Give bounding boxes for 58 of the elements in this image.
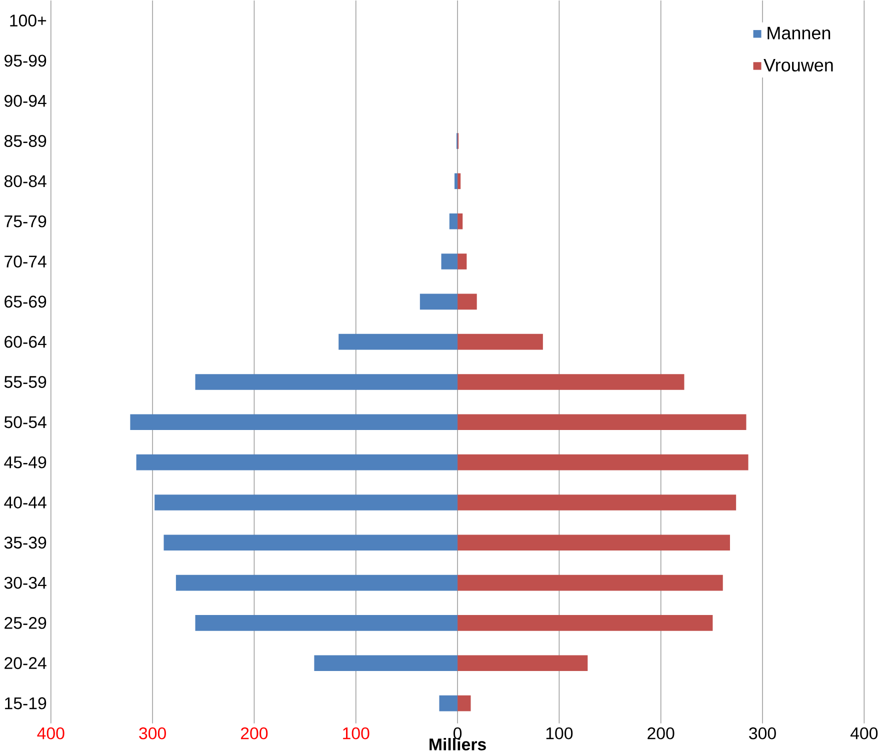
y-tick-label: 30-34 xyxy=(4,576,46,589)
bar xyxy=(195,374,458,390)
bar xyxy=(458,414,746,430)
bar xyxy=(458,173,461,190)
y-tick-label: 80-84 xyxy=(4,175,46,188)
x-tick-label: 100 xyxy=(343,727,370,740)
bar xyxy=(154,494,458,510)
x-tick-label: 200 xyxy=(240,727,268,740)
bar xyxy=(458,294,477,310)
bar xyxy=(136,454,458,470)
bar xyxy=(439,695,458,712)
y-tick-label: 60-64 xyxy=(4,336,46,348)
y-tick-label: 25-29 xyxy=(4,616,46,629)
bar xyxy=(458,614,713,631)
x-tick-label: 0 xyxy=(453,727,462,740)
x-tick-label: 100 xyxy=(546,727,573,740)
y-tick-label: 20-24 xyxy=(4,657,46,670)
bar xyxy=(458,334,543,350)
y-tick-label: 75-79 xyxy=(4,215,46,228)
bar xyxy=(458,374,684,390)
bar xyxy=(176,574,458,591)
y-tick-label: 90-94 xyxy=(4,94,46,107)
y-tick-label: 50-54 xyxy=(4,416,46,428)
legend-label: Vrouwen xyxy=(764,58,833,72)
y-tick-label: 40-44 xyxy=(4,496,46,508)
bar xyxy=(441,254,458,270)
y-tick-label: 95-99 xyxy=(4,54,46,67)
y-tick-label: 15-19 xyxy=(5,697,46,710)
x-axis-title: Milliers xyxy=(430,738,486,750)
y-tick-label: 85-89 xyxy=(4,134,46,147)
y-tick-label: 70-74 xyxy=(4,255,46,268)
legend-label: Mannen xyxy=(768,26,830,40)
bar xyxy=(458,494,736,510)
y-tick-label: 100+ xyxy=(10,14,46,26)
y-tick-label: 55-59 xyxy=(4,376,46,388)
bar xyxy=(458,213,463,230)
bar xyxy=(420,294,458,310)
bar xyxy=(338,334,458,350)
bar xyxy=(458,254,467,270)
bar xyxy=(449,213,458,230)
bar xyxy=(130,414,458,430)
bar xyxy=(458,655,588,671)
bar xyxy=(195,614,458,631)
x-tick-label: 400 xyxy=(850,727,878,740)
x-tick-label: 400 xyxy=(37,727,64,740)
y-tick-label: 65-69 xyxy=(4,296,46,308)
bar xyxy=(458,534,730,550)
y-tick-label: 45-49 xyxy=(4,456,46,468)
bar xyxy=(458,574,723,591)
bar xyxy=(164,534,458,550)
x-tick-label: 200 xyxy=(648,727,674,740)
x-tick-label: 300 xyxy=(139,727,166,740)
bar xyxy=(458,454,748,470)
bar xyxy=(314,655,458,671)
bar xyxy=(454,173,458,190)
bar xyxy=(458,695,471,712)
y-tick-label: 35-39 xyxy=(4,536,46,549)
x-tick-label: 300 xyxy=(749,727,776,740)
